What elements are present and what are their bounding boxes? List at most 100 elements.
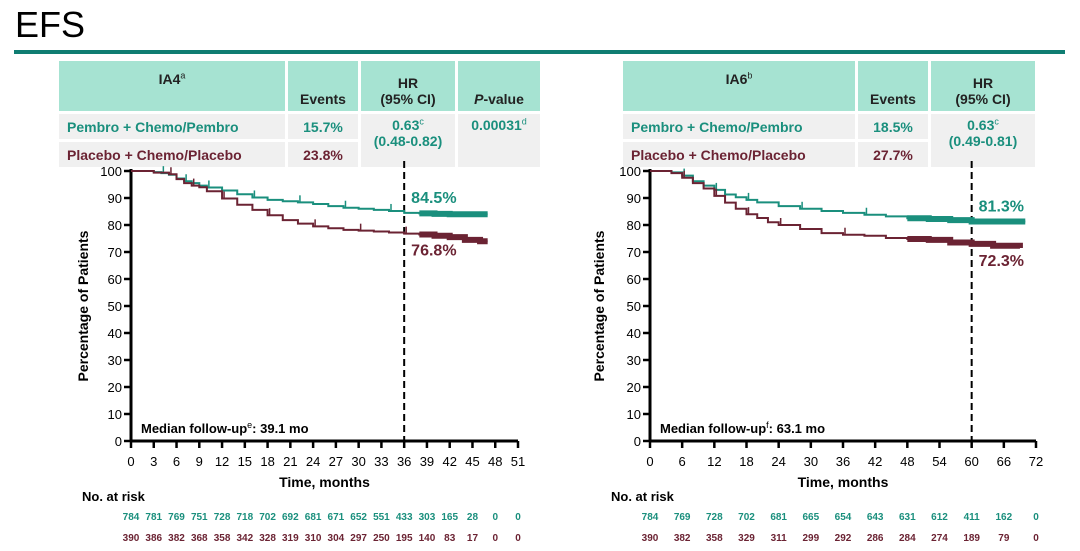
median-followup-annotation: Median follow-upf: 63.1 mo: [660, 420, 825, 436]
at-risk-value: 433: [396, 512, 413, 523]
at-risk-value: 292: [835, 533, 852, 544]
at-risk-value: 304: [328, 533, 345, 544]
p-value: 0.00031d: [458, 114, 540, 167]
at-risk-value: 631: [899, 512, 916, 523]
y-tick-label: 0: [115, 434, 122, 449]
at-risk-value: 728: [706, 512, 723, 523]
hr-value: 0.63c (0.49-0.81): [931, 114, 1035, 167]
y-tick-label: 80: [108, 218, 122, 233]
ia4-header-analysis: IA4a: [59, 61, 285, 111]
at-risk-value: 781: [145, 512, 162, 523]
y-tick-label: 20: [627, 380, 641, 395]
censor-band: [419, 231, 488, 245]
x-tick-label: 0: [127, 454, 134, 469]
arm-label: Pembro + Chemo/Pembro: [623, 114, 855, 139]
at-risk-value: 17: [467, 533, 479, 544]
y-tick-label: 30: [627, 353, 641, 368]
arm-label: Placebo + Chemo/Placebo: [623, 142, 855, 167]
x-tick-label: 12: [707, 454, 721, 469]
x-tick-label: 36: [836, 454, 850, 469]
at-risk-value: 751: [191, 512, 208, 523]
km-curve-pembro: [650, 170, 1026, 223]
at-risk-value: 286: [867, 533, 884, 544]
at-risk-value: 0: [1033, 512, 1039, 523]
y-tick-label: 0: [634, 434, 641, 449]
y-tick-label: 50: [627, 299, 641, 314]
y-tick-label: 50: [108, 299, 122, 314]
at-risk-value: 702: [259, 512, 276, 523]
y-tick-label: 60: [627, 272, 641, 287]
x-tick-label: 30: [804, 454, 818, 469]
x-tick-label: 51: [511, 454, 525, 469]
events-value: 23.8%: [288, 142, 358, 167]
at-risk-value: 681: [305, 512, 322, 523]
at-risk-value: 652: [350, 512, 367, 523]
at-risk-value: 551: [373, 512, 390, 523]
at-risk-value: 612: [931, 512, 948, 523]
at-risk-value: 665: [802, 512, 819, 523]
y-tick-label: 40: [108, 326, 122, 341]
at-risk-value: 0: [515, 512, 521, 523]
ia6-header-analysis: IA6b: [623, 61, 855, 111]
at-risk-value: 328: [259, 533, 276, 544]
at-risk-value: 299: [802, 533, 819, 544]
ia4-header-pvalue: P-value: [458, 61, 540, 111]
at-risk-value: 728: [214, 512, 231, 523]
at-risk-value: 411: [964, 512, 981, 523]
at-risk-value: 358: [706, 533, 723, 544]
censor-band: [419, 210, 488, 218]
ia6-header-hr: HR (95% CI): [931, 61, 1035, 111]
at-risk-value: 195: [396, 533, 413, 544]
rate-label-placebo: 76.8%: [411, 243, 456, 260]
ia4-header-hr: HR (95% CI): [361, 61, 455, 111]
at-risk-value: 310: [305, 533, 322, 544]
y-tick-label: 80: [627, 218, 641, 233]
x-tick-label: 48: [488, 454, 502, 469]
x-tick-label: 42: [868, 454, 882, 469]
ia6-header-events: Events: [858, 61, 928, 111]
at-risk-title: No. at risk: [611, 489, 675, 504]
at-risk-value: 284: [899, 533, 916, 544]
at-risk-value: 692: [282, 512, 299, 523]
y-tick-label: 90: [108, 191, 122, 206]
at-risk-value: 342: [236, 533, 253, 544]
y-tick-label: 30: [108, 353, 122, 368]
rate-label-pembro: 81.3%: [979, 198, 1024, 215]
table-row: Pembro + Chemo/Pembro 15.7% 0.63c (0.48-0…: [59, 114, 540, 167]
x-tick-label: 15: [238, 454, 252, 469]
title-rule: [14, 50, 1065, 54]
x-tick-label: 12: [215, 454, 229, 469]
at-risk-value: 681: [770, 512, 787, 523]
y-tick-label: 90: [627, 191, 641, 206]
censor-band: [907, 236, 1023, 249]
ia4-header-events: Events: [288, 61, 358, 111]
x-tick-label: 36: [397, 454, 411, 469]
x-tick-label: 39: [420, 454, 434, 469]
x-tick-label: 24: [771, 454, 785, 469]
at-risk-value: 784: [642, 512, 659, 523]
x-tick-label: 48: [900, 454, 914, 469]
at-risk-value: 83: [444, 533, 456, 544]
x-tick-label: 27: [329, 454, 343, 469]
x-tick-label: 18: [260, 454, 274, 469]
x-axis-label: Time, months: [798, 474, 889, 490]
at-risk-value: 702: [738, 512, 755, 523]
x-tick-label: 0: [646, 454, 653, 469]
rate-label-placebo: 72.3%: [979, 253, 1024, 270]
at-risk-value: 140: [419, 533, 436, 544]
at-risk-value: 303: [419, 512, 436, 523]
at-risk-value: 250: [373, 533, 390, 544]
at-risk-value: 390: [642, 533, 659, 544]
rate-label-pembro: 84.5%: [411, 190, 456, 207]
table-row: Placebo + Chemo/Placebo 23.8%: [59, 142, 540, 167]
events-value: 15.7%: [288, 114, 358, 139]
at-risk-value: 162: [995, 512, 1012, 523]
at-risk-value: 654: [835, 512, 852, 523]
at-risk-value: 274: [931, 533, 948, 544]
x-tick-label: 6: [679, 454, 686, 469]
y-tick-label: 40: [627, 326, 641, 341]
x-tick-label: 54: [932, 454, 946, 469]
